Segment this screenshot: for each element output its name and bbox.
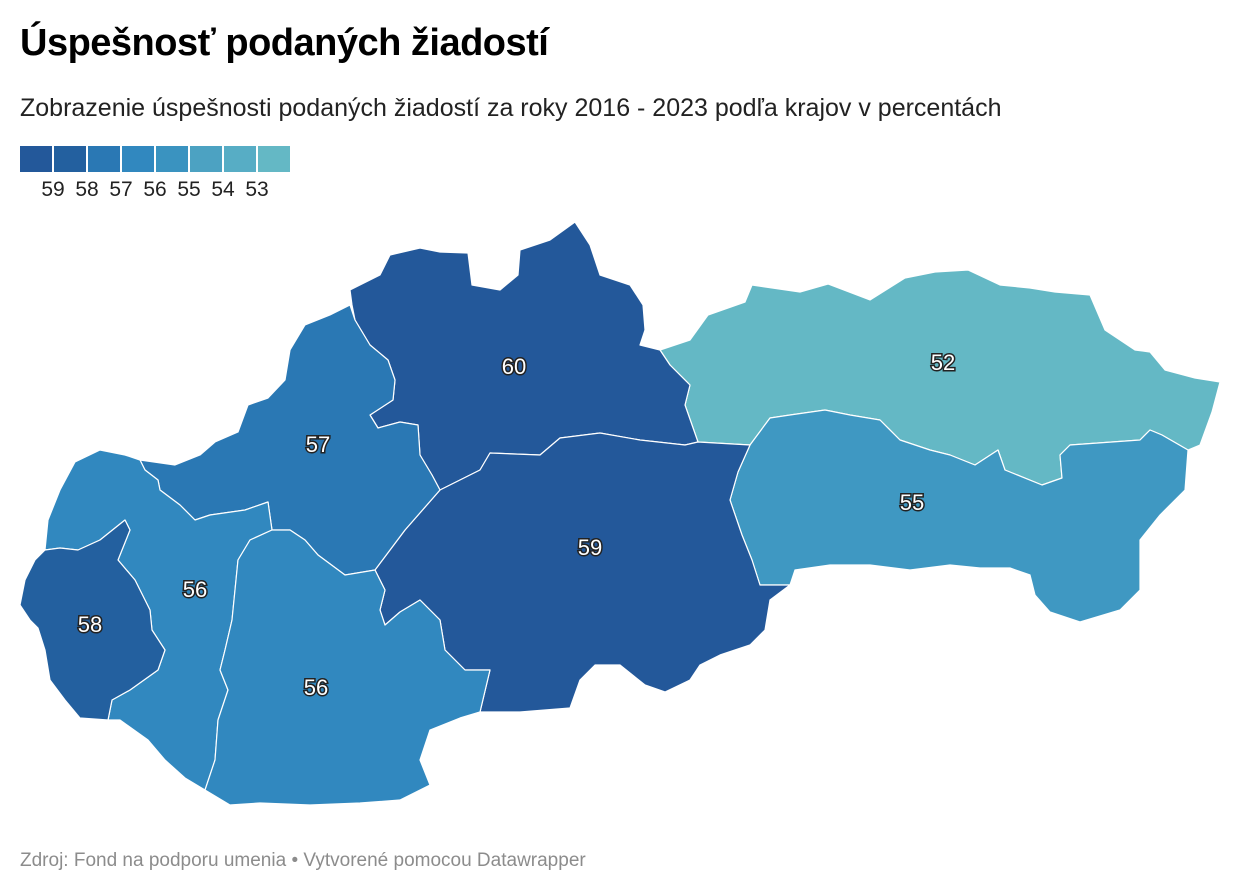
region-label-trencin: 57 bbox=[306, 432, 330, 457]
region-label-nitra: 56 bbox=[304, 675, 328, 700]
chart-title: Úspešnosť podaných žiadostí bbox=[20, 22, 549, 64]
region-kosice[interactable] bbox=[729, 409, 1189, 623]
region-label-kosice: 55 bbox=[900, 490, 924, 515]
legend-label: 55 bbox=[177, 178, 201, 201]
legend-swatch bbox=[20, 146, 52, 172]
source-note: Zdroj: Fond na podporu umenia • Vytvoren… bbox=[20, 850, 586, 871]
region-label-trnava: 56 bbox=[183, 577, 207, 602]
legend-label: 59 bbox=[41, 178, 65, 201]
region-bratislava[interactable] bbox=[19, 519, 166, 721]
legend-label: 54 bbox=[211, 178, 235, 201]
region-label-banska-bystrica: 59 bbox=[578, 535, 602, 560]
legend-label: 56 bbox=[143, 178, 167, 201]
legend-label: 57 bbox=[109, 178, 133, 201]
legend-label: 58 bbox=[75, 178, 99, 201]
legend-swatch bbox=[156, 146, 188, 172]
legend-swatch bbox=[54, 146, 86, 172]
region-label-presov: 52 bbox=[931, 350, 955, 375]
region-label-zilina: 60 bbox=[502, 354, 526, 379]
legend-swatch bbox=[122, 146, 154, 172]
legend-swatch bbox=[190, 146, 222, 172]
legend-label: 53 bbox=[245, 178, 269, 201]
legend-swatch bbox=[224, 146, 256, 172]
chart-subtitle: Zobrazenie úspešnosti podaných žiadostí … bbox=[20, 94, 1002, 122]
color-legend: 59 58 57 56 55 54 53 bbox=[20, 146, 292, 202]
region-label-bratislava: 58 bbox=[78, 612, 102, 637]
region-nitra[interactable] bbox=[204, 529, 491, 806]
legend-swatch bbox=[258, 146, 290, 172]
legend-swatch bbox=[88, 146, 120, 172]
